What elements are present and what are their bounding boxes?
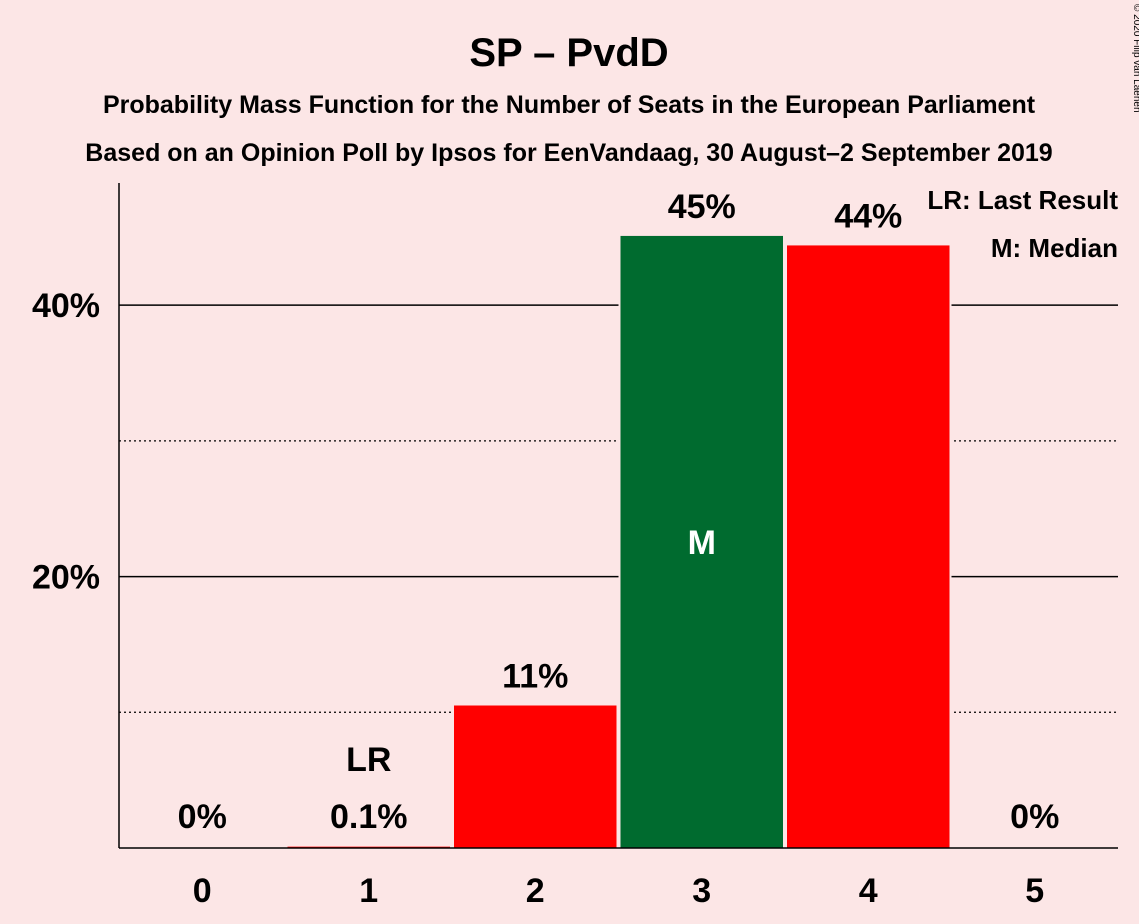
data-labels: 0% 0.1% 11% 45% 44% 0% LR M <box>178 188 1060 836</box>
x-tick-label-1: 1 <box>359 872 378 910</box>
data-label-seats-1: 0.1% <box>330 798 408 836</box>
data-label-seats-2: 11% <box>502 658 568 696</box>
x-tick-label-0: 0 <box>193 872 212 910</box>
chart-subtitle-2: Based on an Opinion Poll by Ipsos for Ee… <box>85 139 1052 167</box>
x-tick-label-4: 4 <box>859 872 878 910</box>
legend-last-result: LR: Last Result <box>927 185 1118 215</box>
bar-seats-4 <box>787 245 950 848</box>
data-label-seats-4: 44% <box>834 197 902 235</box>
data-label-seats-0: 0% <box>178 798 227 836</box>
copyright-notice: © 2020 Filip van Laenen <box>1131 4 1139 113</box>
axes: 20% 40% 0 1 2 3 4 5 <box>32 183 1118 910</box>
x-tick-label-3: 3 <box>692 872 711 910</box>
chart-subtitle-1: Probability Mass Function for the Number… <box>103 91 1036 119</box>
last-result-marker: LR <box>346 741 391 779</box>
chart-title: SP – PvdD <box>469 31 668 75</box>
x-tick-label-2: 2 <box>526 872 545 910</box>
x-tick-label-5: 5 <box>1025 872 1044 910</box>
data-label-seats-5: 0% <box>1010 798 1059 836</box>
bar-gap-1 <box>285 844 452 848</box>
y-tick-label-40: 40% <box>32 287 100 325</box>
legend-median: M: Median <box>991 233 1118 263</box>
bar-seats-2 <box>454 705 617 848</box>
y-tick-label-20: 20% <box>32 559 100 597</box>
bar-seats-3 <box>620 235 783 848</box>
median-marker: M <box>688 524 716 562</box>
legend: LR: Last Result M: Median <box>927 185 1118 263</box>
bars <box>285 233 952 848</box>
data-label-seats-3: 45% <box>668 188 736 226</box>
